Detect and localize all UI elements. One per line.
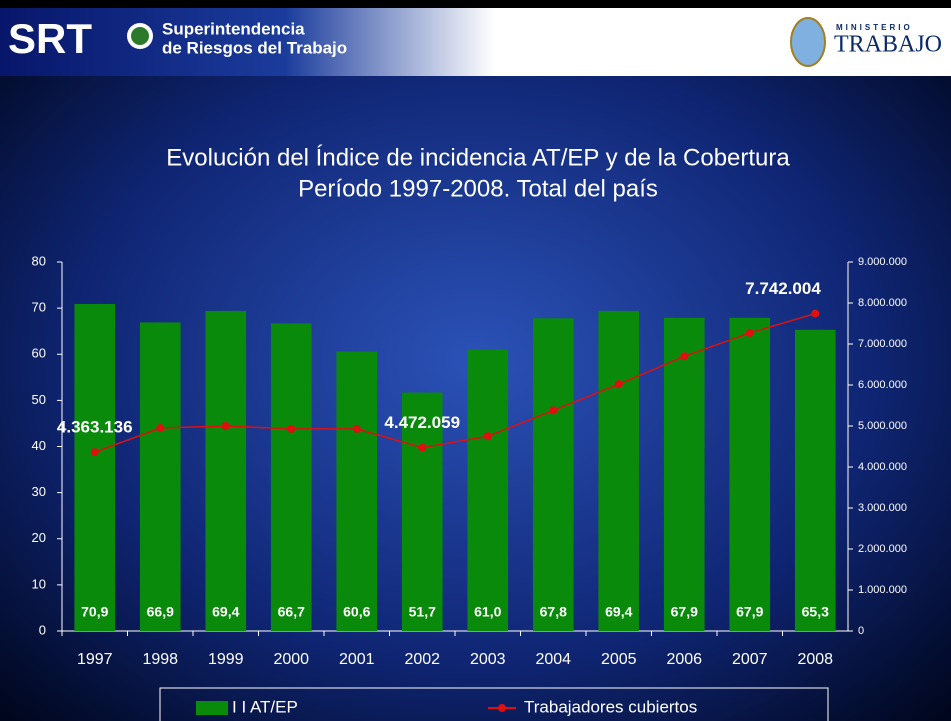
bar-value-label: 60,6 — [343, 604, 370, 620]
y-tick-label: 10 — [32, 576, 46, 591]
y-tick-label: 40 — [32, 438, 46, 453]
x-tick-label: 2004 — [535, 651, 571, 668]
line-point — [811, 309, 820, 318]
line-point — [287, 424, 296, 433]
bar — [139, 322, 181, 631]
bar — [401, 392, 443, 631]
bar-value-label: 67,9 — [671, 604, 698, 620]
bar-value-label: 67,8 — [540, 604, 567, 620]
y2-tick-label: 9.000.000 — [858, 256, 907, 268]
x-tick-label: 1997 — [77, 651, 113, 668]
bar — [663, 317, 705, 631]
line-point — [483, 432, 492, 441]
bar-value-label: 51,7 — [409, 604, 436, 620]
logo: SRT — [8, 15, 92, 62]
ministry-small: MINISTERIO — [836, 23, 913, 32]
y2-tick-label: 0 — [858, 625, 864, 637]
bar-value-label: 69,4 — [212, 604, 239, 620]
legend-swatch-point — [498, 704, 506, 712]
legend-box — [159, 687, 829, 721]
x-tick-label: 2002 — [404, 651, 440, 668]
line-point — [156, 424, 165, 433]
bar — [532, 318, 574, 631]
y-tick-label: 60 — [32, 346, 46, 361]
point-value-label: 4.363.136 — [57, 418, 133, 437]
x-tick-label: 1998 — [142, 651, 178, 668]
bar-value-label: 65,3 — [802, 604, 829, 620]
bar-value-label: 70,9 — [81, 604, 108, 620]
line-point — [90, 448, 99, 457]
line — [94, 312, 816, 453]
logo-globe-inner — [131, 27, 149, 45]
x-tick-label: 2003 — [470, 651, 506, 668]
bar — [74, 303, 116, 631]
x-tick-label: 1999 — [208, 651, 244, 668]
y-tick-label: 30 — [32, 484, 46, 499]
y-tick-label: 70 — [32, 300, 46, 315]
y-tick-label: 0 — [39, 622, 46, 637]
line-point — [549, 406, 558, 415]
bar — [336, 351, 378, 631]
line-point — [352, 424, 361, 433]
bar — [794, 329, 836, 631]
bar — [270, 323, 312, 631]
org-name-line2: de Riesgos del Trabajo — [162, 38, 347, 57]
chart-title: Evolución del Índice de incidencia AT/EP… — [166, 144, 790, 171]
bar — [598, 310, 640, 631]
legend-swatch — [196, 701, 228, 715]
x-tick-label: 2000 — [273, 651, 309, 668]
chart-subtitle: Período 1997-2008. Total del país — [298, 175, 658, 202]
org-name-line1: Superintendencia — [162, 19, 305, 38]
legend-label: I I AT/EP — [232, 697, 298, 716]
bar — [205, 310, 247, 631]
bar-value-label: 66,9 — [147, 604, 174, 620]
bar-value-label: 69,4 — [605, 604, 632, 620]
line-point — [745, 328, 754, 337]
bar — [729, 317, 771, 631]
line-point — [680, 352, 689, 361]
x-tick-label: 2008 — [797, 651, 833, 668]
bar-value-label: 61,0 — [474, 604, 501, 620]
y2-tick-label: 5.000.000 — [858, 420, 907, 432]
line-point — [614, 380, 623, 389]
y-tick-label: 50 — [32, 392, 46, 407]
y2-tick-label: 1.000.000 — [858, 584, 907, 596]
ministry: TRABAJO — [834, 32, 942, 58]
line-point — [221, 422, 230, 430]
bar-value-label: 67,9 — [736, 604, 763, 620]
y2-tick-label: 3.000.000 — [858, 502, 907, 514]
bar-value-label: 66,7 — [278, 604, 305, 620]
legend-label: Trabajadores cubiertos — [524, 697, 697, 716]
y-tick-label: 80 — [32, 253, 46, 268]
y2-tick-label: 7.000.000 — [858, 338, 907, 350]
top-strip — [0, 0, 951, 8]
x-tick-label: 2006 — [666, 651, 702, 668]
x-tick-label: 2007 — [732, 651, 768, 668]
y2-tick-label: 8.000.000 — [858, 297, 907, 309]
point-value-label: 4.472.059 — [384, 413, 460, 432]
y2-tick-label: 4.000.000 — [858, 461, 907, 473]
coat-of-arms — [790, 17, 826, 67]
x-tick-label: 2001 — [339, 651, 375, 668]
x-tick-label: 2005 — [601, 651, 637, 668]
y2-tick-label: 6.000.000 — [858, 379, 907, 391]
y-tick-label: 20 — [32, 530, 46, 545]
bar — [467, 349, 509, 631]
line-point — [418, 443, 427, 452]
y2-tick-label: 2.000.000 — [858, 543, 907, 555]
point-value-label: 7.742.004 — [745, 279, 821, 298]
